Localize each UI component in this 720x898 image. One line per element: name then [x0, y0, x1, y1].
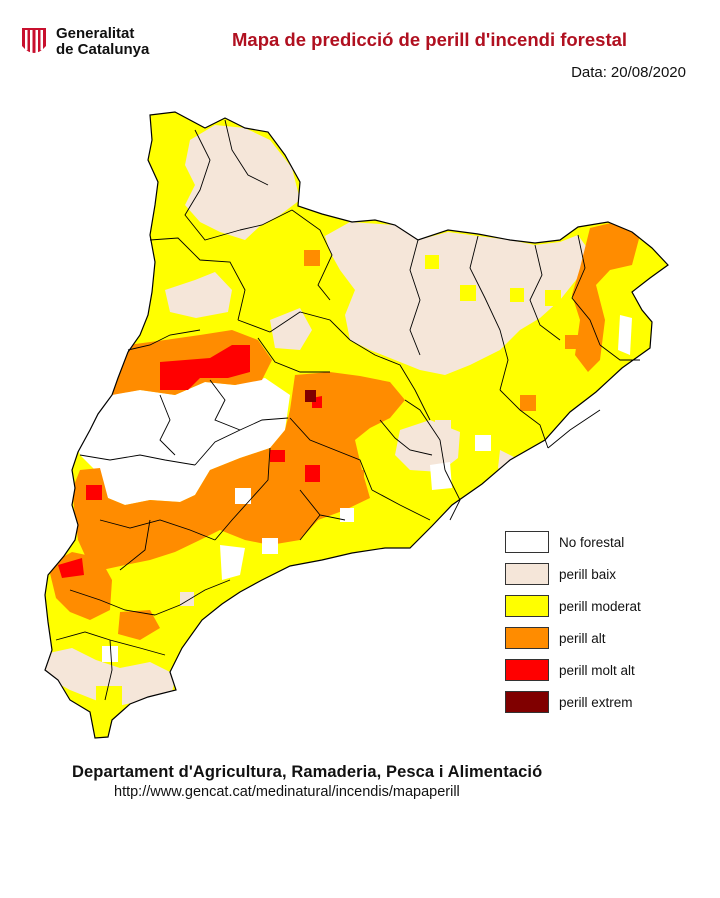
date-stamp: Data: 20/08/2020 [567, 64, 686, 81]
legend-label: No forestal [559, 534, 625, 550]
legend: No forestal perill baix perill moderat p… [505, 526, 641, 718]
date-label: Data: [571, 64, 607, 81]
legend-label: perill moderat [559, 598, 641, 614]
legend-label: perill alt [559, 630, 606, 646]
generalitat-senyera-logo [22, 28, 46, 54]
generalitat-logo: Generalitat de Catalunya [20, 26, 149, 58]
legend-label: perill molt alt [559, 662, 635, 678]
legend-swatch [505, 659, 549, 681]
legend-item-no-forestal: No forestal [505, 526, 641, 558]
zones-perill-molt-alt [58, 345, 322, 578]
legend-item-perill-alt: perill alt [505, 622, 641, 654]
comarca-boundaries [55, 119, 640, 701]
legend-swatch [505, 627, 549, 649]
org-name-line2: de Catalunya [56, 41, 150, 58]
zones-perill-extrem [305, 390, 316, 402]
legend-item-perill-moderat: perill moderat [505, 590, 641, 622]
legend-item-perill-molt-alt: perill molt alt [505, 654, 641, 686]
org-name-line1: Generalitat [56, 25, 135, 42]
legend-swatch [505, 563, 549, 585]
grid-cells [96, 205, 579, 710]
date-value: 20/08/2020 [610, 64, 686, 81]
legend-item-perill-baix: perill baix [505, 558, 641, 590]
legend-label: perill extrem [559, 694, 633, 710]
legend-item-perill-extrem: perill extrem [505, 686, 641, 718]
department-name: Departament d'Agricultura, Ramaderia, Pe… [72, 763, 543, 781]
source-url: http://www.gencat.cat/medinatural/incend… [114, 784, 460, 800]
legend-label: perill baix [559, 566, 617, 582]
legend-swatch [505, 531, 549, 553]
page-title: Mapa de predicció de perill d'incendi fo… [232, 29, 628, 50]
legend-swatch [505, 691, 549, 713]
legend-swatch [505, 595, 549, 617]
